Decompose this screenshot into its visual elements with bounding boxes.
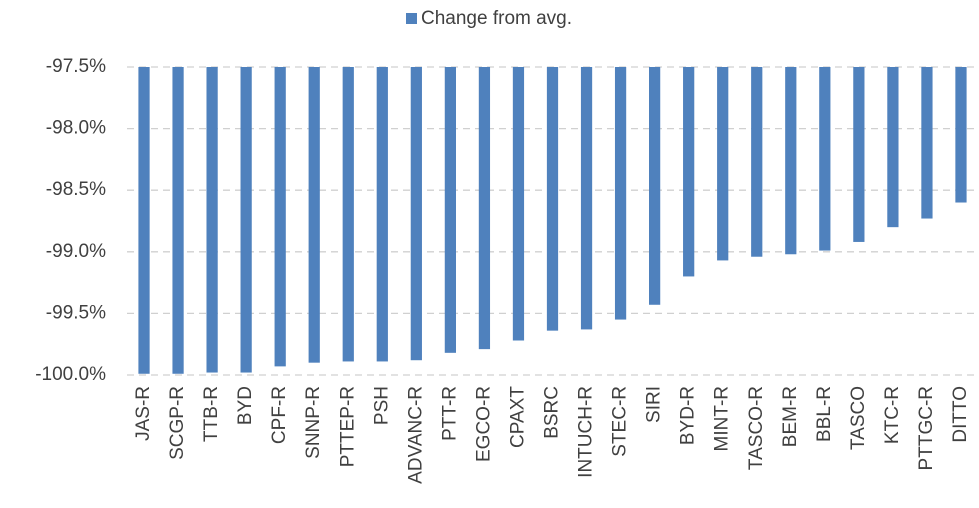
x-tick-label: BYD-R <box>678 386 699 445</box>
bar <box>614 67 627 320</box>
bar <box>206 67 218 373</box>
x-tick-label: PTTGC-R <box>916 386 937 470</box>
x-tick-label: BYD <box>235 386 256 425</box>
bar <box>410 67 422 361</box>
y-tick-label: -97.5% <box>46 56 106 77</box>
bar <box>853 67 865 242</box>
x-tick-label: BEM-R <box>780 386 801 447</box>
x-tick-label: CPF-R <box>269 386 290 444</box>
bar <box>444 67 456 353</box>
x-tick-label: JAS-R <box>133 386 154 441</box>
bar <box>138 67 150 374</box>
x-tick-label: CPAXT <box>507 386 528 448</box>
bar <box>240 67 252 373</box>
x-tick-label: PTT-R <box>439 386 460 441</box>
y-tick-label: -98.5% <box>46 179 106 200</box>
x-tick-label: MINT-R <box>712 386 733 451</box>
x-tick-label: ADVANC-R <box>405 386 426 484</box>
bar <box>512 67 525 341</box>
x-tick-label: TASCO <box>848 386 869 450</box>
legend-swatch <box>406 13 417 24</box>
bar <box>376 67 388 362</box>
bar <box>580 67 593 330</box>
bar <box>172 67 184 374</box>
x-tick-label: TTB-R <box>201 386 222 442</box>
x-tick-label: PSH <box>371 386 392 425</box>
bar <box>819 67 831 251</box>
x-tick-label: SIRI <box>644 386 665 423</box>
bar <box>785 67 797 255</box>
y-tick-label: -99.0% <box>46 241 106 262</box>
bar <box>649 67 661 305</box>
bar <box>955 67 967 203</box>
x-tick-label: BSRC <box>542 386 563 439</box>
x-tick-label: SCGP-R <box>167 386 188 460</box>
x-tick-label: INTUCH-R <box>576 386 597 478</box>
bar <box>274 67 286 367</box>
bar <box>683 67 695 277</box>
bar <box>342 67 354 362</box>
x-tick-label: PTTEP-R <box>337 386 358 467</box>
x-tick-label: EGCO-R <box>473 386 494 462</box>
bar <box>308 67 320 363</box>
x-tick-label: DITTO <box>950 386 971 443</box>
legend-label: Change from avg. <box>421 8 572 29</box>
x-tick-label: BBL-R <box>814 386 835 442</box>
x-tick-label: SNNP-R <box>303 386 324 459</box>
bar <box>921 67 933 219</box>
y-tick-label: -98.0% <box>46 118 106 139</box>
bar <box>751 67 763 257</box>
bar <box>478 67 491 350</box>
x-tick-label: TASCO-R <box>746 386 767 470</box>
x-tick-label: STEC-R <box>610 386 631 457</box>
y-tick-label: -100.0% <box>35 364 106 385</box>
y-tick-label: -99.5% <box>46 302 106 323</box>
bar <box>887 67 899 228</box>
x-tick-label: KTC-R <box>882 386 903 444</box>
bar <box>717 67 729 261</box>
bar <box>546 67 559 331</box>
